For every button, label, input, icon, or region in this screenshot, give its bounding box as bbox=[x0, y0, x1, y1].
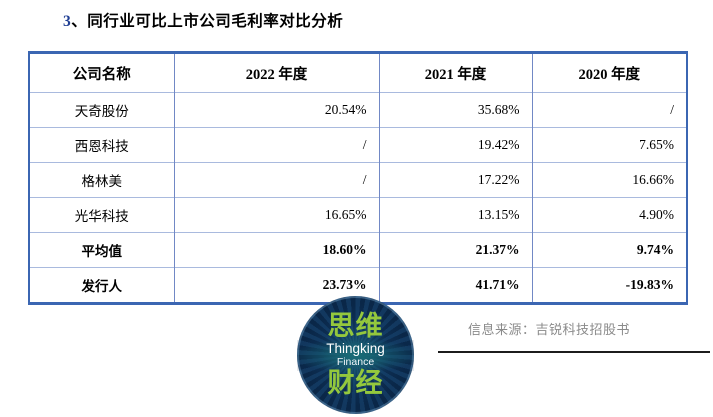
value-2021: 13.15% bbox=[379, 197, 533, 233]
header-2020: 2020 年度 bbox=[532, 52, 688, 93]
header-2022: 2022 年度 bbox=[174, 52, 380, 93]
value-2022: 18.60% bbox=[174, 232, 380, 268]
company-name: 天奇股份 bbox=[29, 92, 175, 128]
value-2020: 9.74% bbox=[532, 232, 688, 268]
logo-en-line1: Thingking bbox=[326, 340, 385, 356]
company-name: 光华科技 bbox=[29, 197, 175, 233]
logo-en-line2: Finance bbox=[336, 355, 375, 368]
value-2021: 17.22% bbox=[379, 162, 533, 198]
value-2021: 19.42% bbox=[379, 127, 533, 163]
thinking-finance-logo: 思维 Thingking Finance 财经 bbox=[297, 296, 414, 414]
section-title: 3、同行业可比上市公司毛利率对比分析 bbox=[63, 9, 343, 31]
gross-margin-comparison-table: 公司名称 2022 年度 2021 年度 2020 年度 天奇股份 20.54%… bbox=[28, 51, 688, 305]
value-2022: 20.54% bbox=[174, 92, 380, 128]
section-number: 3 bbox=[63, 13, 72, 30]
value-2020: -19.83% bbox=[532, 267, 688, 304]
header-2021: 2021 年度 bbox=[379, 52, 533, 93]
company-name: 格林美 bbox=[29, 162, 175, 198]
value-2020: / bbox=[532, 92, 688, 128]
value-2020: 16.66% bbox=[532, 162, 688, 198]
table-row: 天奇股份 20.54% 35.68% / bbox=[29, 92, 688, 128]
value-2022: 16.65% bbox=[174, 197, 380, 233]
company-name: 西恩科技 bbox=[29, 127, 175, 163]
value-2021: 35.68% bbox=[379, 92, 533, 128]
value-2021: 21.37% bbox=[379, 232, 533, 268]
table-row: 光华科技 16.65% 13.15% 4.90% bbox=[29, 197, 688, 233]
value-2020: 4.90% bbox=[532, 197, 688, 233]
company-name: 平均值 bbox=[29, 232, 175, 268]
logo-cn-bottom: 财经 bbox=[327, 368, 384, 399]
table-header-row: 公司名称 2022 年度 2021 年度 2020 年度 bbox=[29, 52, 688, 93]
value-2020: 7.65% bbox=[532, 127, 688, 163]
table-row: 西恩科技 / 19.42% 7.65% bbox=[29, 127, 688, 163]
source-note: 信息来源：吉锐科技招股书 bbox=[468, 322, 631, 337]
table-row-issuer: 发行人 23.73% 41.71% -19.83% bbox=[29, 267, 688, 304]
logo-cn-top: 思维 bbox=[327, 310, 384, 341]
table-row: 格林美 / 17.22% 16.66% bbox=[29, 162, 688, 198]
table-row-average: 平均值 18.60% 21.37% 9.74% bbox=[29, 232, 688, 268]
value-2022: / bbox=[174, 127, 380, 163]
value-2021: 41.71% bbox=[379, 267, 533, 304]
footer-divider bbox=[438, 351, 710, 353]
logo-band bbox=[297, 340, 414, 371]
company-name: 发行人 bbox=[29, 267, 175, 304]
value-2022: / bbox=[174, 162, 380, 198]
header-company: 公司名称 bbox=[29, 52, 175, 93]
section-title-text: 、同行业可比上市公司毛利率对比分析 bbox=[71, 13, 344, 30]
